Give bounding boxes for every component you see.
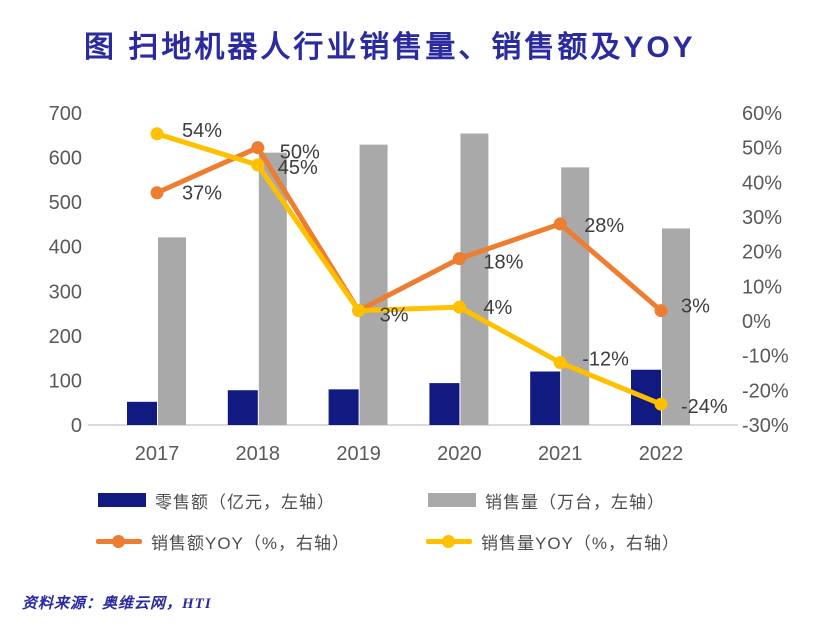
revenue-yoy-data-label: 3% <box>681 296 710 318</box>
x-axis-category-label: 2017 <box>135 443 180 465</box>
volume-bar <box>158 237 186 425</box>
revenue-yoy-line <box>154 145 664 314</box>
right-axis-tick-label: -30% <box>742 415 789 437</box>
volume-yoy-data-label: 54% <box>182 120 222 142</box>
volume-bar-swatch <box>428 493 476 507</box>
line-swatch-dot <box>442 534 455 548</box>
right-axis-tick-label: 50% <box>742 138 782 160</box>
x-axis-category-label: 2018 <box>236 443 281 465</box>
page-title: 图 扫地机器人行业销售量、销售额及YOY <box>84 31 696 64</box>
left-axis-tick-label: 600 <box>49 148 82 170</box>
legend-label: 销售量（万台，左轴） <box>485 492 665 512</box>
x-axis-category-label: 2022 <box>639 443 684 465</box>
volume-yoy-point <box>654 397 668 411</box>
right-axis-tick-label: 60% <box>742 103 782 125</box>
left-axis-tick-label: 100 <box>49 370 82 392</box>
volume-yoy-data-label: 45% <box>278 157 318 179</box>
volume-yoy-data-label: -24% <box>681 396 728 418</box>
volume-yoy-line <box>154 131 664 407</box>
x-axis-category-label: 2019 <box>336 443 381 465</box>
right-axis-tick-label: -10% <box>742 346 789 368</box>
volume-bar <box>258 152 287 425</box>
right-axis-tick-label: 0% <box>742 311 771 333</box>
volume-bar <box>561 167 590 425</box>
revenue-yoy-data-label: 50% <box>280 142 320 164</box>
retail-bar <box>328 389 359 425</box>
volume-bar <box>460 133 489 425</box>
left-axis-tick-label: 400 <box>49 237 82 259</box>
volume-yoy-point <box>150 127 164 141</box>
right-axis-tick-label: 40% <box>742 172 782 194</box>
revenue-yoy-point <box>150 186 164 200</box>
volume-yoy-data-label: 3% <box>380 305 409 327</box>
left-axis-tick-label: 0 <box>71 415 82 437</box>
legend-label: 销售额YOY（%，右轴） <box>151 533 351 553</box>
right-axis-tick-label: 10% <box>742 276 782 298</box>
right-axis-tick-label: 30% <box>742 207 782 229</box>
revenue-yoy-point <box>553 217 567 231</box>
revenue-yoy-data-label: 37% <box>182 183 222 205</box>
revenue-yoy-point <box>452 252 466 266</box>
source-note: 资料来源：奥维云网，HTI <box>22 596 212 612</box>
volume-yoy-point <box>352 304 366 318</box>
revenue-yoy-point <box>251 141 265 155</box>
legend-item-revenue-yoy-line: 销售额YOY（%，右轴） <box>96 533 350 553</box>
volume-yoy-data-label: -12% <box>582 349 629 371</box>
volume-yoy-line-swatch <box>426 534 472 548</box>
volume-yoy-data-label: 4% <box>483 297 512 319</box>
right-axis-tick-label: -20% <box>742 380 789 402</box>
retail-bar <box>227 390 258 425</box>
retail-bar-swatch <box>98 493 146 507</box>
revenue-yoy-data-label: 18% <box>483 252 523 274</box>
revenue-yoy-point <box>654 304 668 318</box>
retail-bar <box>127 401 157 425</box>
volume-yoy-point <box>553 356 567 370</box>
line-swatch-dot <box>112 534 125 548</box>
left-axis-tick-label: 500 <box>49 192 82 214</box>
x-axis-category-label: 2021 <box>538 443 583 465</box>
retail-bar <box>429 383 460 425</box>
volume-yoy-point <box>452 300 466 314</box>
retail-bar <box>530 371 561 425</box>
volume-yoy-point <box>251 158 265 172</box>
legend-item-retail-bar: 零售额（亿元，左轴） <box>98 492 335 512</box>
legend-item-volume-bar: 销售量（万台，左轴） <box>428 492 665 512</box>
revenue-yoy-line-swatch <box>96 534 142 548</box>
volume-bar <box>662 228 690 425</box>
legend-label: 销售量YOY（%，右轴） <box>481 533 681 553</box>
left-axis-tick-label: 700 <box>49 103 82 125</box>
x-axis-category-label: 2020 <box>437 443 482 465</box>
right-axis-tick-label: 20% <box>742 242 782 264</box>
revenue-yoy-data-label: 28% <box>584 215 624 237</box>
volume-bar <box>359 144 388 425</box>
legend-item-volume-yoy-line: 销售量YOY（%，右轴） <box>426 533 680 553</box>
legend-label: 零售额（亿元，左轴） <box>155 492 335 512</box>
left-axis-tick-label: 300 <box>49 281 82 303</box>
left-axis-tick-label: 200 <box>49 326 82 348</box>
